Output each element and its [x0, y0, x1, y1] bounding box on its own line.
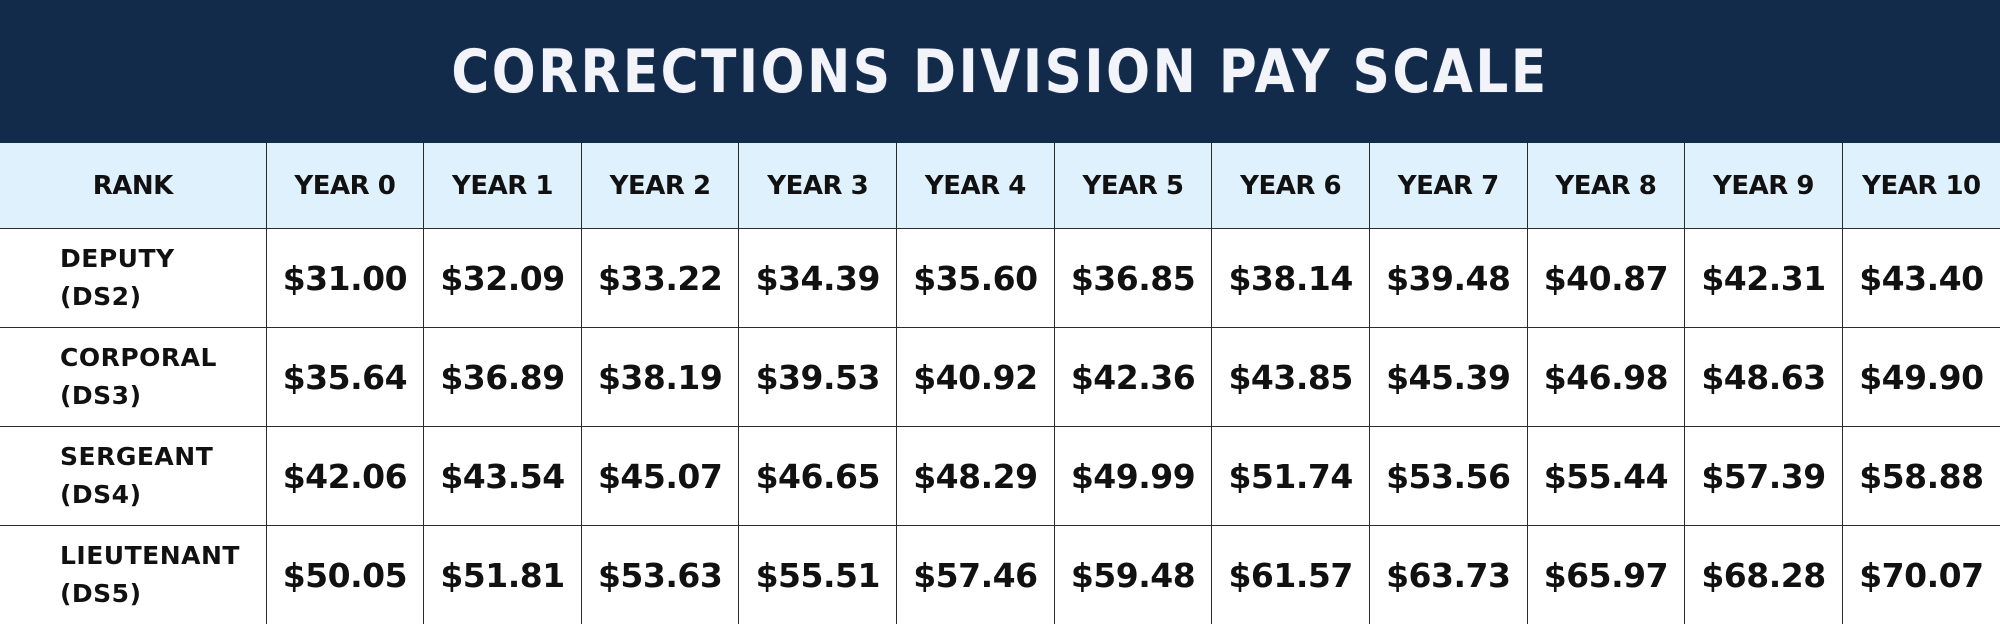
- rank-name: LIEUTENANT: [60, 541, 240, 570]
- pay-rate-cell: $51.81: [423, 525, 582, 624]
- pay-scale-table: RANK YEAR 0 YEAR 1 YEAR 2 YEAR 3 YEAR 4 …: [0, 143, 2000, 624]
- pay-rate-cell: $35.64: [265, 327, 425, 427]
- rank-cell: CORPORAL (DS3): [0, 327, 267, 427]
- pay-rate-cell: $40.92: [896, 327, 1055, 427]
- rank-grade: (DS3): [60, 381, 142, 410]
- pay-rate-cell: $65.97: [1526, 525, 1686, 624]
- column-header-year-7: YEAR 7: [1368, 143, 1528, 229]
- pay-rate-cell: $63.73: [1368, 525, 1528, 624]
- pay-rate-cell: $42.06: [265, 426, 425, 526]
- pay-rate-cell: $46.98: [1526, 327, 1686, 427]
- rank-cell: DEPUTY (DS2): [0, 228, 267, 328]
- pay-rate-cell: $43.54: [423, 426, 582, 526]
- pay-rate-cell: $61.57: [1211, 525, 1370, 624]
- rank-cell: SERGEANT (DS4): [0, 426, 267, 526]
- column-header-year-1: YEAR 1: [423, 143, 582, 229]
- rank-name: DEPUTY: [60, 244, 175, 273]
- pay-rate-cell: $43.40: [1841, 228, 2000, 328]
- pay-rate-cell: $46.65: [738, 426, 898, 526]
- pay-rate-cell: $38.19: [580, 327, 740, 427]
- pay-rate-cell: $39.53: [738, 327, 898, 427]
- pay-rate-cell: $58.88: [1841, 426, 2000, 526]
- rank-grade: (DS2): [60, 282, 142, 311]
- column-header-year-10: YEAR 10: [1841, 143, 2000, 229]
- pay-rate-cell: $32.09: [423, 228, 582, 328]
- table-row-corporal: CORPORAL (DS3) $35.64 $36.89 $38.19 $39.…: [0, 327, 2000, 427]
- table-row-deputy: DEPUTY (DS2) $31.00 $32.09 $33.22 $34.39…: [0, 228, 2000, 328]
- column-header-rank: RANK: [0, 143, 267, 229]
- pay-rate-cell: $36.89: [423, 327, 582, 427]
- pay-rate-cell: $45.39: [1368, 327, 1528, 427]
- pay-rate-cell: $53.63: [580, 525, 740, 624]
- pay-rate-cell: $57.46: [896, 525, 1055, 624]
- table-row-lieutenant: LIEUTENANT (DS5) $50.05 $51.81 $53.63 $5…: [0, 525, 2000, 624]
- pay-rate-cell: $50.05: [265, 525, 425, 624]
- header-row: RANK YEAR 0 YEAR 1 YEAR 2 YEAR 3 YEAR 4 …: [0, 143, 2000, 229]
- rank-name: SERGEANT: [60, 442, 214, 471]
- pay-rate-cell: $70.07: [1841, 525, 2000, 624]
- rank-cell: LIEUTENANT (DS5): [0, 525, 267, 624]
- pay-rate-cell: $38.14: [1211, 228, 1370, 328]
- pay-rate-cell: $42.31: [1684, 228, 1843, 328]
- pay-rate-cell: $36.85: [1053, 228, 1213, 328]
- column-header-year-4: YEAR 4: [896, 143, 1055, 229]
- column-header-year-2: YEAR 2: [580, 143, 740, 229]
- column-header-year-8: YEAR 8: [1526, 143, 1686, 229]
- pay-rate-cell: $51.74: [1211, 426, 1370, 526]
- column-header-year-0: YEAR 0: [265, 143, 425, 229]
- pay-rate-cell: $49.99: [1053, 426, 1213, 526]
- page-title: CORRECTIONS DIVISION PAY SCALE: [451, 36, 1549, 107]
- pay-rate-cell: $57.39: [1684, 426, 1843, 526]
- pay-rate-cell: $55.44: [1526, 426, 1686, 526]
- pay-rate-cell: $39.48: [1368, 228, 1528, 328]
- pay-rate-cell: $59.48: [1053, 525, 1213, 624]
- rank-grade: (DS5): [60, 579, 142, 608]
- pay-rate-cell: $53.56: [1368, 426, 1528, 526]
- pay-rate-cell: $68.28: [1684, 525, 1843, 624]
- pay-rate-cell: $48.29: [896, 426, 1055, 526]
- column-header-year-6: YEAR 6: [1211, 143, 1370, 229]
- table-row-sergeant: SERGEANT (DS4) $42.06 $43.54 $45.07 $46.…: [0, 426, 2000, 526]
- pay-rate-cell: $45.07: [580, 426, 740, 526]
- pay-rate-cell: $35.60: [896, 228, 1055, 328]
- column-header-year-9: YEAR 9: [1684, 143, 1843, 229]
- rank-name: CORPORAL: [60, 343, 217, 372]
- rank-grade: (DS4): [60, 480, 142, 509]
- pay-rate-cell: $40.87: [1526, 228, 1686, 328]
- pay-rate-cell: $55.51: [738, 525, 898, 624]
- pay-rate-cell: $43.85: [1211, 327, 1370, 427]
- pay-rate-cell: $34.39: [738, 228, 898, 328]
- pay-rate-cell: $31.00: [265, 228, 425, 328]
- pay-rate-cell: $48.63: [1684, 327, 1843, 427]
- column-header-year-5: YEAR 5: [1053, 143, 1213, 229]
- pay-rate-cell: $42.36: [1053, 327, 1213, 427]
- pay-rate-cell: $49.90: [1841, 327, 2000, 427]
- pay-rate-cell: $33.22: [580, 228, 740, 328]
- title-banner: CORRECTIONS DIVISION PAY SCALE: [0, 0, 2000, 143]
- column-header-year-3: YEAR 3: [738, 143, 898, 229]
